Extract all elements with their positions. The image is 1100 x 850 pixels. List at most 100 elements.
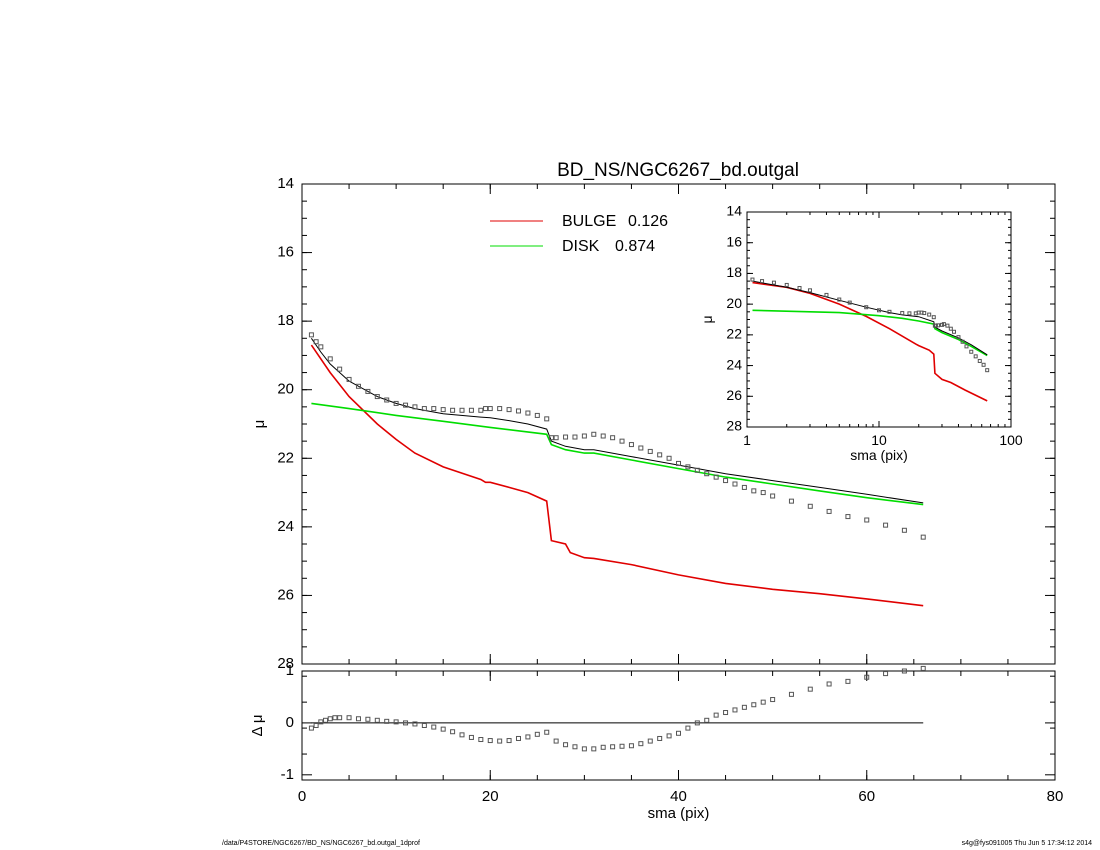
residual-point: [864, 674, 870, 680]
main-data-point: [483, 406, 489, 412]
main-ytick-label: 20: [277, 381, 294, 398]
residual-point: [497, 738, 503, 744]
residual-point: [901, 668, 907, 674]
residual-point: [487, 738, 493, 744]
inset-data-point: [945, 323, 950, 328]
main-ytick-label: 26: [277, 586, 294, 603]
main-data-point: [619, 438, 625, 444]
legend-label-disk: DISK: [562, 238, 600, 255]
residual-point: [506, 738, 512, 744]
residual-point: [685, 725, 691, 731]
main-data-point: [788, 498, 794, 504]
residual-ytick-label: 0: [286, 714, 294, 731]
residual-point: [346, 715, 352, 721]
main-ytick-label: 24: [277, 518, 294, 535]
main-series-disk: [311, 402, 924, 506]
inset-ytick-label: 24: [726, 356, 742, 372]
inset-data-point: [964, 344, 969, 349]
inset-series-disk: [752, 309, 988, 357]
residual-point: [313, 723, 319, 728]
residual-point: [581, 746, 587, 752]
main-series-bulge: [310, 344, 924, 607]
residual-point: [384, 718, 390, 724]
footer-timestamp: s4g@fys091005 Thu Jun 5 17:34:12 2014: [961, 840, 1092, 847]
main-data-point: [497, 406, 503, 412]
inset-ytick-label: 26: [726, 387, 742, 403]
residual-point: [403, 720, 409, 726]
main-data-point: [666, 455, 672, 461]
residual-point: [459, 732, 465, 738]
chart-title: BD_NS/NGC6267_bd.outgal: [557, 160, 799, 181]
inset-data-point: [900, 311, 905, 316]
inset-data-point: [985, 368, 990, 373]
main-data-point: [478, 407, 484, 413]
residual-point: [591, 746, 597, 752]
main-data-point: [337, 366, 343, 372]
main-data-point: [374, 394, 380, 400]
inset-ylabel: μ: [699, 315, 715, 323]
residual-point: [534, 731, 540, 737]
main-data-point: [431, 406, 437, 412]
residual-point: [525, 734, 531, 740]
residual-point: [468, 734, 474, 740]
main-data-point: [346, 376, 352, 382]
main-data-point: [647, 448, 653, 454]
residual-point: [374, 717, 380, 723]
main-ytick-label: 22: [277, 449, 294, 466]
main-data-point: [327, 356, 333, 362]
residual-point: [450, 729, 456, 735]
main-data-point: [581, 433, 587, 439]
inset-data-point: [927, 312, 932, 317]
inset-ytick-label: 22: [726, 326, 742, 342]
residual-point: [337, 715, 343, 721]
main-data-point: [563, 434, 569, 440]
main-data-point: [864, 517, 870, 523]
inset-data-point: [941, 322, 946, 327]
legend: BULGE 0.126 DISK 0.874: [490, 213, 668, 255]
main-data-point: [515, 408, 521, 414]
inset-ytick-label: 14: [726, 203, 742, 219]
residual-point: [610, 744, 616, 750]
inset-data-point: [936, 323, 941, 328]
main-data-point: [694, 467, 700, 473]
inset-ytick-label: 16: [726, 233, 742, 249]
main-ytick-label: 28: [277, 655, 294, 672]
inset-data-point: [977, 358, 982, 363]
main-data-point: [313, 339, 319, 345]
residual-xtick-label: 0: [298, 788, 306, 805]
main-data-point: [544, 416, 550, 422]
inset-data-point: [981, 362, 986, 367]
main-data-point: [920, 534, 926, 540]
inset-data-point: [837, 297, 842, 302]
inset-data-point: [933, 323, 938, 328]
residual-point: [826, 681, 832, 687]
main-data-point: [355, 383, 361, 389]
residual-point: [920, 665, 926, 671]
residual-point: [666, 733, 672, 739]
residual-point: [704, 717, 710, 723]
inset-data-point: [907, 311, 912, 316]
residual-point: [600, 744, 606, 750]
main-ytick-label: 16: [277, 244, 294, 261]
inset-ytick-label: 28: [726, 418, 742, 434]
main-data-point: [487, 406, 493, 412]
residual-xtick-label: 40: [670, 788, 687, 805]
residual-point: [308, 725, 314, 731]
inset-ytick-label: 20: [726, 295, 742, 311]
main-data-point: [548, 435, 554, 441]
residual-xlabel: sma (pix): [648, 805, 710, 822]
main-data-point: [365, 388, 371, 394]
main-data-point: [421, 406, 427, 412]
main-data-point: [807, 503, 813, 509]
residual-point: [741, 704, 747, 710]
main-data-point: [610, 435, 616, 441]
main-data-point: [393, 400, 399, 406]
residual-point: [638, 741, 644, 747]
residual-point: [563, 742, 569, 748]
residual-point: [544, 729, 550, 735]
residual-point: [723, 710, 729, 716]
main-data-point: [572, 434, 578, 440]
main-data-point: [685, 464, 691, 470]
residual-point: [327, 716, 333, 722]
inset-data-point: [922, 311, 927, 316]
